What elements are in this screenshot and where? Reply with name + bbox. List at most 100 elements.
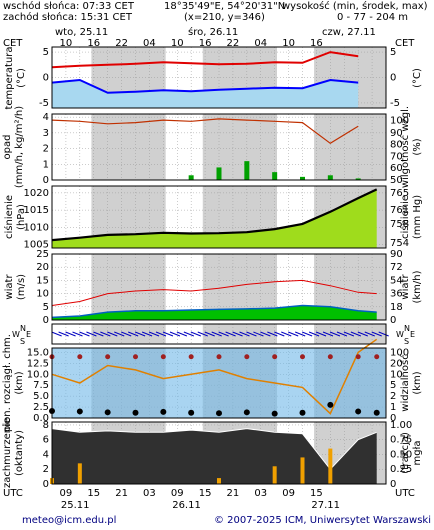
top-zone-label-right: CET xyxy=(395,38,415,49)
wind-arrow xyxy=(329,331,341,337)
cloud-unit-left: (oktanty) xyxy=(14,430,25,476)
cloud-base-dot xyxy=(299,409,306,416)
cloud-top-dot xyxy=(133,354,138,360)
y-tick-right: 72 xyxy=(390,262,403,273)
y-tick-left: 2 xyxy=(43,144,49,155)
wind-line xyxy=(51,304,377,319)
bottom-hour-label: 15 xyxy=(310,488,323,499)
wind-arrow xyxy=(336,331,348,337)
y-tick-left: 1 xyxy=(43,159,49,170)
wind-arrow xyxy=(308,331,320,337)
panel-border xyxy=(51,113,387,181)
precip-bar xyxy=(355,178,361,180)
bottom-hour-label: 09 xyxy=(171,488,184,499)
bottom-hour-label: 21 xyxy=(115,488,128,499)
temp-unit-right: (°C) xyxy=(412,68,423,88)
wind-arrow xyxy=(197,331,208,337)
y-tick-left: 0 xyxy=(43,479,49,490)
y-tick-left: 1005 xyxy=(24,240,49,251)
y-tick-left: 1020 xyxy=(24,188,49,199)
y-tick-right: 70 xyxy=(390,151,403,162)
bottom-day-label: 27.11 xyxy=(311,500,340,511)
wind-arrow xyxy=(58,331,69,337)
wind-arrow xyxy=(107,331,118,337)
night-band xyxy=(202,114,277,180)
wind-arrow xyxy=(204,331,215,337)
night-band xyxy=(202,324,277,344)
y-tick-right: 1 xyxy=(390,402,396,413)
y-tick-right: 54 xyxy=(390,275,403,286)
temperature-line xyxy=(51,51,359,69)
y-tick-right: 36 xyxy=(390,289,403,300)
wind-arrow xyxy=(72,331,83,337)
wind-arrow xyxy=(169,331,181,337)
y-tick-left: 5.0 xyxy=(33,391,49,402)
wind-arrow xyxy=(134,331,146,337)
panel-border xyxy=(51,347,387,419)
wind-arrow xyxy=(364,331,375,337)
night-band xyxy=(314,114,386,180)
wind-arrow xyxy=(378,331,389,337)
day-label: wto, 25.11 xyxy=(55,27,108,38)
fog-bar xyxy=(272,466,277,484)
footer-email[interactable]: meteo@icm.edu.pl xyxy=(22,515,117,526)
height-values: 0 - 77 - 204 m xyxy=(337,12,409,23)
wind-arrow xyxy=(79,331,90,337)
y-tick-left: 10.0 xyxy=(27,369,49,380)
vis-unit-right: (km) xyxy=(412,371,423,394)
coords-text: 18°35'49"E, 54°20'31"N xyxy=(164,1,286,12)
y-tick-right: 0.75 xyxy=(390,435,412,446)
dewpoint-line xyxy=(51,78,359,94)
y-tick-left: -5 xyxy=(39,98,49,109)
compass-w-right: W xyxy=(396,330,404,339)
pressure-unit-left: (hPa) xyxy=(16,204,27,230)
fog-bar xyxy=(328,448,333,484)
grid-text: (x=210, y=346) xyxy=(184,12,265,23)
top-hour-label: 16 xyxy=(87,38,100,49)
precip-axis-label: opad xyxy=(2,135,13,160)
y-tick-right: 2 xyxy=(390,391,396,402)
cloud-top-dot xyxy=(77,354,83,360)
y-tick-right: 10 xyxy=(390,369,403,380)
wind-arrow xyxy=(183,331,195,337)
cloud-base-dot xyxy=(216,410,222,417)
fog-axis-label: mgła xyxy=(412,440,423,465)
height-label: wysokość (min, środek, max) xyxy=(282,1,428,12)
precip-bar xyxy=(244,161,250,180)
y-tick-left: 4 xyxy=(43,112,49,123)
cloud-base-dot xyxy=(327,401,334,408)
wind-arrow xyxy=(100,331,111,337)
cloud-top-dot xyxy=(105,354,111,360)
panel-border xyxy=(51,323,387,345)
compass-w: W xyxy=(12,330,20,339)
cloud-axis-label: zachmurzenie xyxy=(2,418,13,488)
night-band xyxy=(91,114,166,180)
wind-arrow xyxy=(322,331,334,337)
y-tick-left: 6 xyxy=(43,435,49,446)
wind-arrow xyxy=(301,331,313,337)
cloud-top-dot xyxy=(272,354,278,360)
y-tick-left: 0 xyxy=(43,315,49,326)
wind-arrow xyxy=(371,331,382,337)
y-tick-left: 3 xyxy=(43,128,49,139)
cloud-top-dot xyxy=(188,354,194,360)
y-tick-left: 12.5 xyxy=(27,358,49,369)
wind-arrow xyxy=(162,331,174,337)
precip-bar xyxy=(216,167,222,180)
compass-e-right: E xyxy=(410,330,415,339)
wind-arrow xyxy=(121,331,132,337)
y-tick-left: 2 xyxy=(43,464,49,475)
y-tick-right: 90 xyxy=(390,128,403,139)
cloud-top-dot xyxy=(160,354,166,360)
top-hour-label: 10 xyxy=(282,38,295,49)
wind-arrow xyxy=(288,331,299,337)
fog-bar xyxy=(77,463,82,484)
fog-unit: (frakcja) xyxy=(400,432,411,474)
humidity-line xyxy=(51,118,359,145)
wind-arrow xyxy=(225,331,236,337)
y-tick-right: 100 xyxy=(390,115,409,126)
y-tick-right: 80 xyxy=(390,140,403,151)
y-tick-left: 15.0 xyxy=(27,347,49,358)
y-tick-right: 18 xyxy=(390,302,403,313)
